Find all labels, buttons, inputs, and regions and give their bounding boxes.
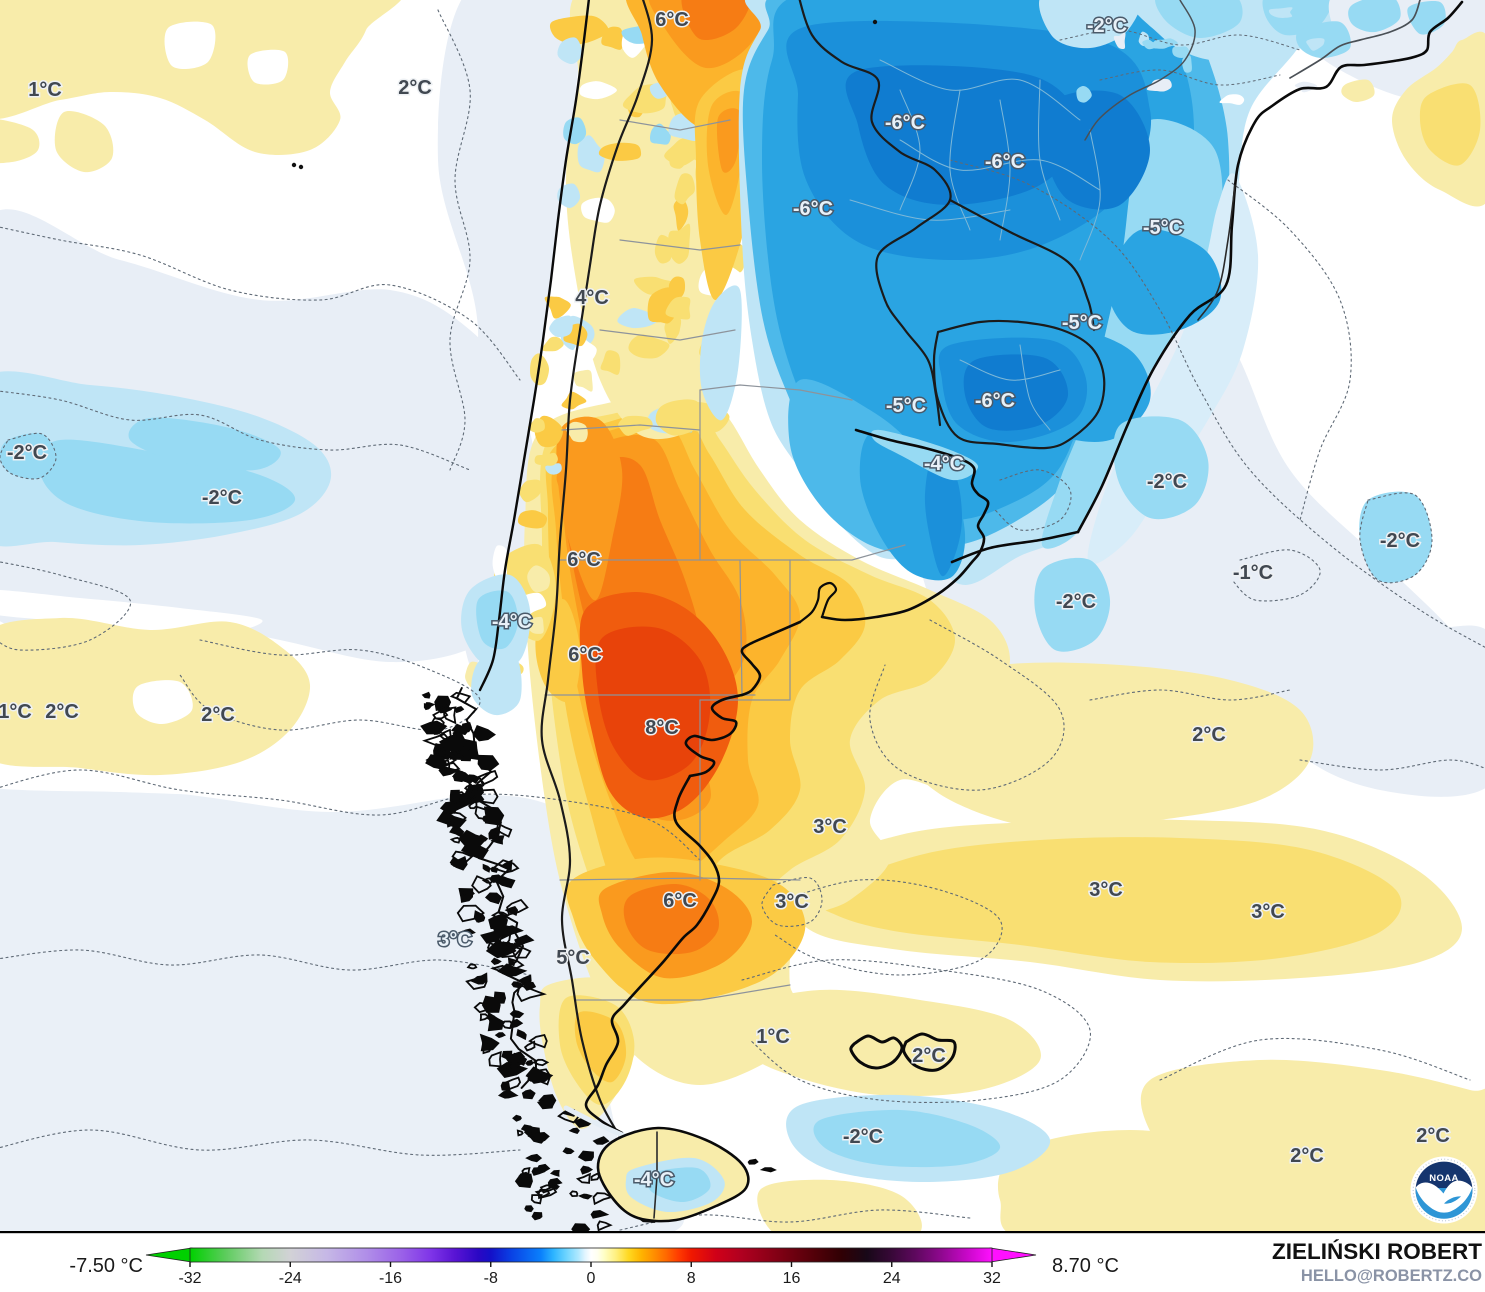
svg-text:6°C: 6°C — [568, 644, 602, 666]
svg-text:8°C: 8°C — [645, 717, 679, 739]
svg-text:8: 8 — [687, 1270, 696, 1287]
svg-text:2°C: 2°C — [45, 701, 79, 723]
svg-text:-6°C: -6°C — [975, 390, 1015, 412]
svg-text:-16: -16 — [379, 1270, 402, 1287]
svg-text:-2°C: -2°C — [1380, 530, 1420, 552]
svg-text:3°C: 3°C — [813, 816, 847, 838]
svg-text:-2°C: -2°C — [1147, 471, 1187, 493]
svg-text:-6°C: -6°C — [885, 112, 925, 134]
svg-text:2°C: 2°C — [1192, 724, 1226, 746]
svg-text:3°C: 3°C — [1251, 901, 1285, 923]
svg-text:-6°C: -6°C — [985, 151, 1025, 173]
svg-text:-4°C: -4°C — [634, 1169, 674, 1191]
svg-text:1°C: 1°C — [28, 79, 62, 101]
svg-text:-2°C: -2°C — [843, 1126, 883, 1148]
svg-text:3°C: 3°C — [438, 929, 472, 951]
svg-text:2°C: 2°C — [912, 1045, 946, 1067]
svg-text:0: 0 — [587, 1270, 596, 1287]
svg-text:-4°C: -4°C — [924, 453, 964, 475]
svg-text:32: 32 — [983, 1270, 1001, 1287]
svg-text:ZIELIŃSKI ROBERT: ZIELIŃSKI ROBERT — [1272, 1239, 1482, 1264]
svg-text:-8: -8 — [484, 1270, 498, 1287]
svg-text:2°C: 2°C — [201, 704, 235, 726]
svg-text:6°C: 6°C — [655, 9, 689, 31]
svg-text:6°C: 6°C — [567, 549, 601, 571]
svg-text:2°C: 2°C — [1290, 1145, 1324, 1167]
svg-text:-24: -24 — [279, 1270, 302, 1287]
svg-text:-5°C: -5°C — [886, 395, 926, 417]
svg-text:HELLO@ROBERTZ.CO: HELLO@ROBERTZ.CO — [1301, 1267, 1482, 1285]
svg-text:6°C: 6°C — [663, 890, 697, 912]
svg-text:-2°C: -2°C — [7, 442, 47, 464]
svg-text:8.70 °C: 8.70 °C — [1052, 1255, 1119, 1277]
svg-text:-1°C: -1°C — [1233, 562, 1273, 584]
svg-text:-7.50 °C: -7.50 °C — [69, 1255, 143, 1277]
svg-text:3°C: 3°C — [1089, 879, 1123, 901]
svg-text:2°C: 2°C — [1416, 1125, 1450, 1147]
svg-text:1°C: 1°C — [756, 1026, 790, 1048]
svg-text:-32: -32 — [178, 1270, 201, 1287]
svg-text:-2°C: -2°C — [1087, 15, 1127, 37]
svg-text:2°C: 2°C — [398, 77, 432, 99]
svg-text:5°C: 5°C — [556, 947, 590, 969]
svg-text:4°C: 4°C — [575, 287, 609, 309]
svg-text:NOAA: NOAA — [1429, 1173, 1459, 1184]
svg-text:-2°C: -2°C — [1056, 591, 1096, 613]
svg-text:1°C: 1°C — [0, 701, 32, 723]
svg-text:-5°C: -5°C — [1062, 312, 1102, 334]
svg-text:-2°C: -2°C — [202, 487, 242, 509]
svg-text:24: 24 — [883, 1270, 901, 1287]
svg-text:-5°C: -5°C — [1143, 217, 1183, 239]
svg-text:16: 16 — [783, 1270, 801, 1287]
svg-text:-4°C: -4°C — [492, 611, 532, 633]
svg-text:3°C: 3°C — [775, 891, 809, 913]
svg-text:-6°C: -6°C — [793, 198, 833, 220]
